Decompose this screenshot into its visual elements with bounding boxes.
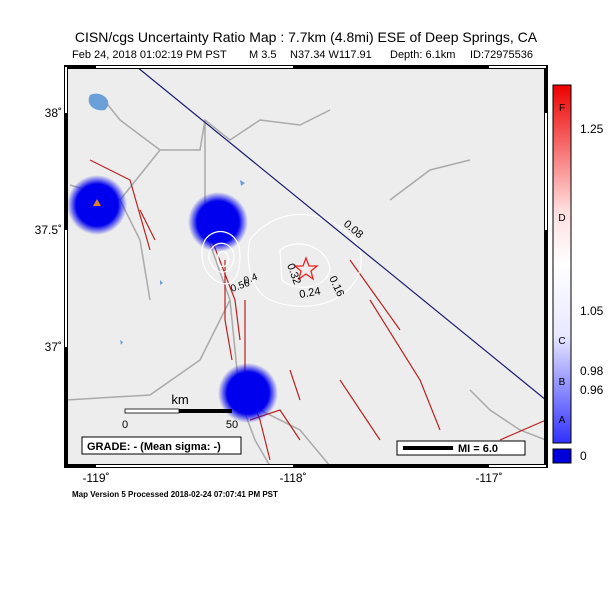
colorbar	[552, 84, 572, 444]
event-id: ID:72975536	[470, 49, 533, 61]
event-time: Feb 24, 2018 01:02:19 PM PST	[72, 49, 227, 61]
depth: Depth: 6.1km	[390, 49, 455, 61]
lon-label: -119˚	[82, 471, 109, 485]
colorbar-tick: 0.98	[580, 364, 604, 378]
grade-letter: B	[559, 377, 566, 388]
grade-box	[81, 436, 242, 455]
scale-tick: 50	[226, 419, 238, 431]
mi-label: MI = 6.0	[458, 443, 498, 455]
lon-label: -118˚	[279, 471, 306, 485]
scale-tick: 0	[122, 419, 128, 431]
lon-label: -117˚	[475, 471, 502, 485]
lat-label: 37.5˚	[35, 223, 62, 237]
colorbar-tick: 0	[580, 449, 587, 463]
location: N37.34 W117.91	[290, 49, 372, 61]
grade-letter: F	[559, 103, 565, 114]
contour-label: 0.24	[298, 285, 321, 301]
colorbar-tick: 1.25	[580, 122, 604, 136]
magnitude: M 3.5	[249, 49, 277, 61]
lat-label: 38˚	[45, 106, 62, 120]
lat-label: 37˚	[45, 340, 62, 354]
footer: Map Version 5 Processed 2018-02-24 07:07…	[72, 490, 278, 499]
title: CISN/cgs Uncertainty Ratio Map : 7.7km (…	[75, 29, 538, 45]
grade-letter: D	[558, 213, 565, 224]
scale-unit: km	[171, 392, 188, 407]
grade-letter: C	[558, 336, 565, 347]
colorbar-tick: 0.96	[580, 383, 604, 397]
colorbar-tick: 1.05	[580, 304, 604, 318]
mi-box	[396, 440, 526, 456]
map	[66, 67, 546, 466]
colorbar-floor	[552, 448, 572, 464]
grade: GRADE: - (Mean sigma: -)	[87, 441, 221, 453]
grade-letter: A	[559, 415, 566, 426]
contour-label: 0.4	[242, 272, 259, 287]
